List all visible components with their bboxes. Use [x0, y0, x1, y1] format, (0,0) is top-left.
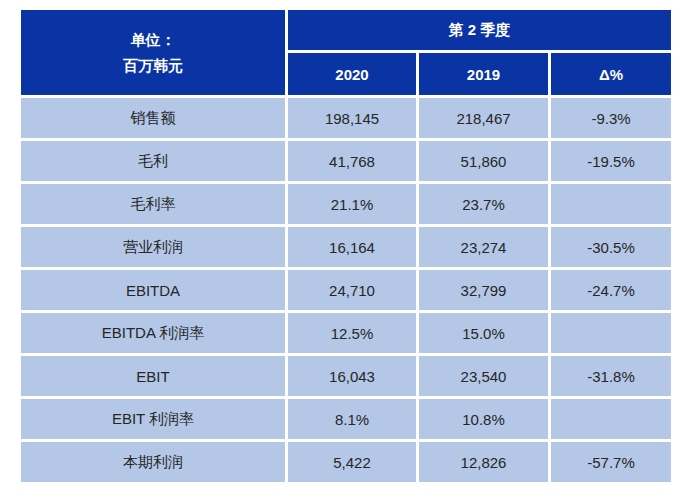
- value-2020-cell: 198,145: [288, 98, 416, 138]
- row-label-cell: 销售额: [21, 98, 285, 138]
- value-2020-cell: 5,422: [288, 442, 416, 482]
- financial-table-container: 单位： 百万韩元 第 2 季度 2020 2019 Δ% 销售额 198,145…: [18, 7, 674, 485]
- row-label-cell: EBITDA 利润率: [21, 313, 285, 353]
- column-header-delta: Δ%: [551, 53, 671, 95]
- value-2020-cell: 41,768: [288, 141, 416, 181]
- row-label-cell: 营业利润: [21, 227, 285, 267]
- delta-cell: -57.7%: [551, 442, 671, 482]
- delta-cell: -9.3%: [551, 98, 671, 138]
- table-row: EBITDA 利润率 12.5% 15.0%: [21, 313, 671, 353]
- row-label-cell: 毛利率: [21, 184, 285, 224]
- quarterly-financials-table: 单位： 百万韩元 第 2 季度 2020 2019 Δ% 销售额 198,145…: [18, 7, 674, 485]
- value-2020-cell: 24,710: [288, 270, 416, 310]
- period-header-cell: 第 2 季度: [288, 10, 671, 50]
- value-2019-cell: 12,826: [419, 442, 548, 482]
- delta-cell: -24.7%: [551, 270, 671, 310]
- value-2019-cell: 23,540: [419, 356, 548, 396]
- value-2020-cell: 12.5%: [288, 313, 416, 353]
- value-2019-cell: 32,799: [419, 270, 548, 310]
- delta-cell: [551, 313, 671, 353]
- value-2020-cell: 21.1%: [288, 184, 416, 224]
- unit-label-line1: 单位：: [25, 27, 281, 53]
- row-label-cell: EBITDA: [21, 270, 285, 310]
- column-header-2020: 2020: [288, 53, 416, 95]
- value-2019-cell: 23.7%: [419, 184, 548, 224]
- row-label-cell: 毛利: [21, 141, 285, 181]
- table-row: 毛利 41,768 51,860 -19.5%: [21, 141, 671, 181]
- delta-cell: -19.5%: [551, 141, 671, 181]
- unit-header-cell: 单位： 百万韩元: [21, 10, 285, 95]
- delta-cell: -31.8%: [551, 356, 671, 396]
- row-label-cell: EBIT 利润率: [21, 399, 285, 439]
- unit-label-line2: 百万韩元: [25, 53, 281, 79]
- table-row: EBIT 16,043 23,540 -31.8%: [21, 356, 671, 396]
- value-2019-cell: 218,467: [419, 98, 548, 138]
- table-row: EBITDA 24,710 32,799 -24.7%: [21, 270, 671, 310]
- value-2020-cell: 16,164: [288, 227, 416, 267]
- table-row: 营业利润 16,164 23,274 -30.5%: [21, 227, 671, 267]
- value-2020-cell: 16,043: [288, 356, 416, 396]
- table-row: 本期利润 5,422 12,826 -57.7%: [21, 442, 671, 482]
- delta-cell: -30.5%: [551, 227, 671, 267]
- header-period-row: 单位： 百万韩元 第 2 季度: [21, 10, 671, 50]
- table-row: 销售额 198,145 218,467 -9.3%: [21, 98, 671, 138]
- table-row: EBIT 利润率 8.1% 10.8%: [21, 399, 671, 439]
- row-label-cell: EBIT: [21, 356, 285, 396]
- value-2019-cell: 23,274: [419, 227, 548, 267]
- delta-cell: [551, 184, 671, 224]
- column-header-2019: 2019: [419, 53, 548, 95]
- delta-cell: [551, 399, 671, 439]
- table-row: 毛利率 21.1% 23.7%: [21, 184, 671, 224]
- value-2020-cell: 8.1%: [288, 399, 416, 439]
- row-label-cell: 本期利润: [21, 442, 285, 482]
- value-2019-cell: 15.0%: [419, 313, 548, 353]
- value-2019-cell: 10.8%: [419, 399, 548, 439]
- value-2019-cell: 51,860: [419, 141, 548, 181]
